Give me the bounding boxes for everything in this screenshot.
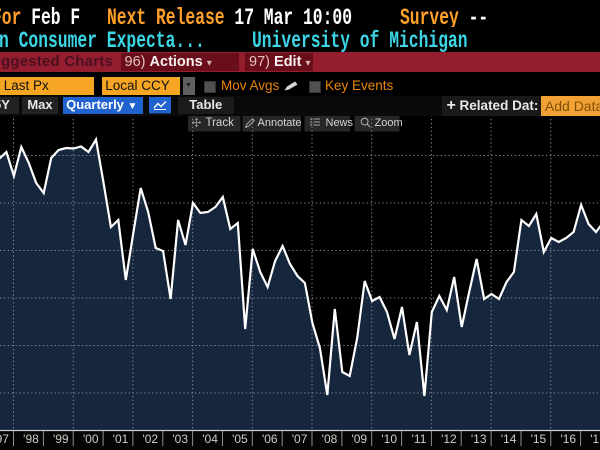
svg-text:'06: '06 — [262, 432, 278, 446]
svg-text:'10: '10 — [381, 432, 397, 446]
svg-text:'03: '03 — [172, 432, 188, 446]
svg-text:'05: '05 — [232, 432, 248, 446]
svg-text:'02: '02 — [142, 432, 158, 446]
svg-text:'99: '99 — [53, 432, 69, 446]
svg-text:'14: '14 — [501, 432, 517, 446]
svg-text:'16: '16 — [560, 432, 576, 446]
svg-text:'98: '98 — [23, 432, 39, 446]
svg-text:'97: '97 — [0, 432, 9, 446]
svg-text:'01: '01 — [113, 432, 129, 446]
svg-text:'04: '04 — [202, 432, 218, 446]
svg-text:'12: '12 — [441, 432, 457, 446]
svg-text:'17: '17 — [590, 432, 600, 446]
svg-text:'08: '08 — [322, 432, 338, 446]
svg-text:'09: '09 — [351, 432, 367, 446]
svg-text:'00: '00 — [83, 432, 99, 446]
svg-text:'11: '11 — [412, 432, 427, 446]
svg-text:'07: '07 — [292, 432, 308, 446]
svg-text:'15: '15 — [531, 432, 547, 446]
svg-text:'13: '13 — [471, 432, 487, 446]
